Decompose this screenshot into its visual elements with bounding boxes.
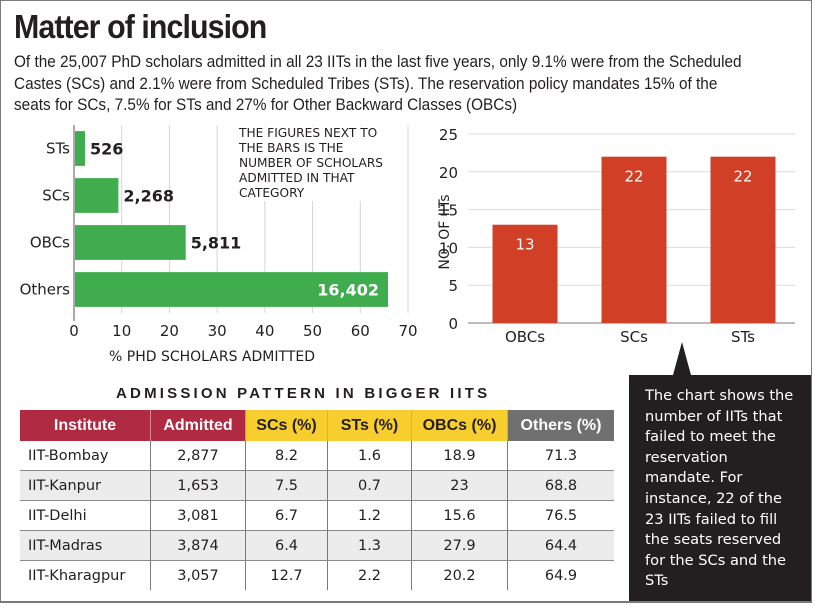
- value-cell: 0.7: [327, 470, 412, 501]
- bar-obcs: [75, 225, 186, 260]
- value-cell: 1.2: [327, 500, 412, 531]
- callout-pointer-icon: [673, 342, 691, 375]
- x-tick-label: 30: [208, 322, 227, 340]
- value-cell: 7.5: [245, 470, 328, 501]
- category-label: OBCs: [30, 234, 70, 252]
- y-tick-label: 0: [448, 315, 458, 333]
- value-cell: 2.2: [327, 560, 412, 590]
- value-cell: 1,653: [150, 470, 246, 501]
- category-label: OBCs: [505, 328, 545, 345]
- bar-value-label: 5,811: [191, 234, 242, 253]
- bar-sts: [75, 131, 86, 166]
- value-cell: 8.2: [245, 441, 328, 471]
- bar-value-label: 2,268: [123, 187, 174, 206]
- y-tick-label: 20: [439, 164, 458, 182]
- table-row: IIT-Kharagpur 3,057 12.7 2.2 20.2 64.9: [20, 560, 614, 590]
- x-tick-label: 70: [398, 322, 417, 340]
- scholars-bar-chart: STs 526 SCs 2,268 OBCs 5,811 Others 16,402 0 10 2…: [20, 125, 418, 365]
- bar-scs: [601, 156, 667, 323]
- category-label: STs: [731, 328, 755, 345]
- institute-cell: IIT-Kanpur: [20, 470, 151, 501]
- bar-value-label: 22: [624, 168, 643, 186]
- value-cell: 18.9: [411, 441, 508, 471]
- institute-cell: IIT-Kharagpur: [20, 560, 151, 590]
- header-obcs: OBCs (%): [411, 410, 508, 441]
- institute-cell: IIT-Madras: [20, 530, 151, 561]
- value-cell: 6.4: [245, 530, 328, 561]
- y-tick-label: 5: [448, 277, 458, 295]
- value-cell: 15.6: [411, 500, 508, 531]
- bar-value-label: 13: [515, 236, 534, 254]
- chart-annotation: THE FIGURES NEXT TO THE BARS IS THE NUMB…: [239, 126, 401, 201]
- value-cell: 64.4: [507, 530, 614, 561]
- callout-box: The chart shows the number of IITs that …: [629, 375, 811, 601]
- y-tick-label: 10: [439, 239, 458, 257]
- value-cell: 76.5: [544, 507, 578, 524]
- value-cell: 20.2: [411, 560, 508, 590]
- table-row: IIT-Kanpur 1,653 7.5 0.7 23 68.8: [20, 470, 614, 501]
- x-axis-label: % PHD SCHOLARS ADMITTED: [109, 349, 315, 365]
- subtitle: Of the 25,007 PhD scholars admitted in a…: [14, 53, 742, 114]
- value-cell: 2,877: [150, 441, 246, 471]
- value-cell: 71.3: [544, 447, 578, 464]
- table-header-row: Institute Admitted SCs (%) STs (%) OBCs …: [20, 410, 614, 441]
- x-tick-label: 60: [351, 322, 370, 340]
- header-sts: STs (%): [327, 410, 412, 441]
- value-cell: 12.7: [245, 560, 328, 590]
- table-row: IIT-Delhi 3,081 6.7 1.2 15.6 76.5: [20, 500, 614, 531]
- category-label: SCs: [42, 187, 70, 205]
- y-axis-label: NO. OF IITs: [437, 194, 453, 269]
- bar-scs: [75, 178, 119, 213]
- y-tick-label: 25: [439, 126, 458, 144]
- value-cell: 3,057: [150, 560, 246, 590]
- value-cell: 68.8: [507, 470, 614, 501]
- table-row: IIT-Madras 3,874 6.4 1.3 27.9 64.4: [20, 530, 614, 561]
- admission-table: Institute Admitted SCs (%) STs (%) OBCs …: [20, 410, 614, 590]
- value-cell: 27.9: [411, 530, 508, 561]
- table-title: ADMISSION PATTERN IN BIGGER IITS: [116, 385, 491, 402]
- x-tick-label: 20: [160, 322, 179, 340]
- value-cell: 3,874: [150, 530, 246, 561]
- x-tick-label: 10: [112, 322, 131, 340]
- y-tick-label: 15: [439, 202, 458, 220]
- value-cell: 1.3: [327, 530, 412, 561]
- value-cell: 23: [411, 470, 508, 501]
- page-title: Matter of inclusion: [14, 8, 267, 45]
- iits-failed-bar-chart: 13 OBCs 22 SCs 22 STs 0 5 10 15 20 25 NO. OF IITs: [437, 126, 795, 345]
- institute-cell: IIT-Delhi: [20, 500, 151, 531]
- bar-value-label: 16,402: [317, 281, 379, 300]
- value-cell: 1.6: [327, 441, 412, 471]
- x-tick-label: 50: [303, 322, 322, 340]
- value-cell: 3,081: [150, 500, 246, 531]
- header-others: Others (%): [507, 410, 614, 441]
- institute-cell: IIT-Bombay: [20, 441, 151, 471]
- header-scs: SCs (%): [245, 410, 328, 441]
- category-label: STs: [46, 140, 70, 158]
- bar-value-label: 22: [733, 168, 752, 186]
- value-cell: 64.9: [544, 567, 578, 584]
- x-tick-label: 40: [255, 322, 274, 340]
- bar-sts: [710, 156, 776, 323]
- bar-obcs: [492, 224, 558, 323]
- x-tick-label: 0: [69, 322, 79, 340]
- header-institute: Institute: [20, 410, 151, 441]
- table-row: IIT-Bombay 2,877 8.2 1.6 18.9 71.3: [20, 441, 614, 471]
- bar-others: [75, 272, 389, 307]
- category-label: Others: [20, 281, 71, 299]
- category-label: SCs: [620, 328, 648, 345]
- header-admitted: Admitted: [150, 410, 246, 441]
- value-cell: 6.7: [245, 500, 328, 531]
- bar-value-label: 526: [90, 140, 123, 159]
